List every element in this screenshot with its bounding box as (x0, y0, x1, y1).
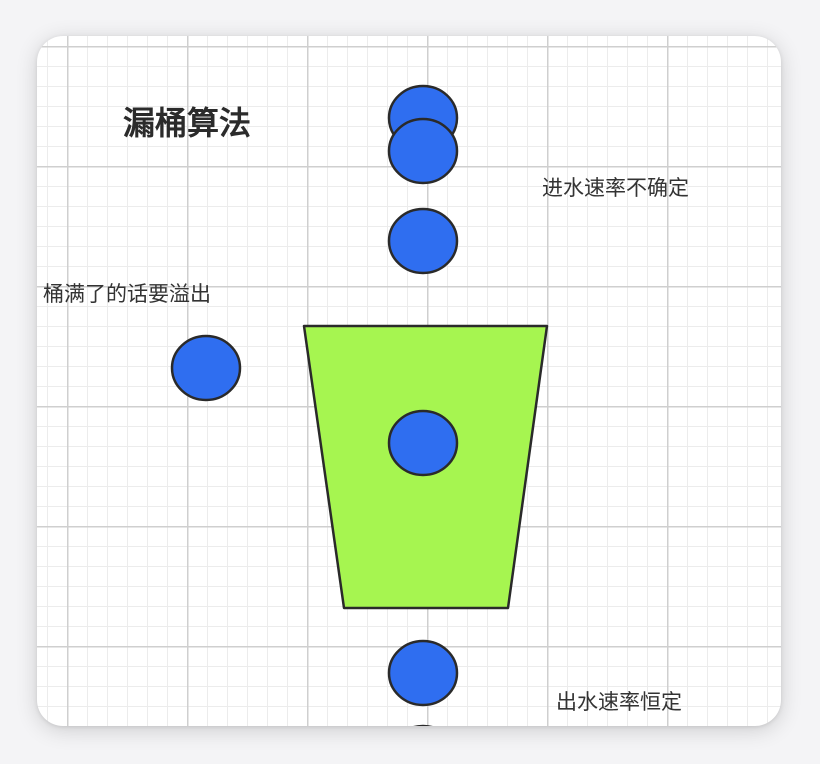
diagram-graphic (170, 84, 549, 726)
outflow-note: 出水速率恒定 (556, 690, 682, 714)
overflow-note: 桶满了的话要溢出 (43, 282, 211, 306)
bucket-drop (387, 409, 459, 477)
inflow-note: 进水速率不确定 (542, 176, 689, 200)
outgoing-drop-1 (387, 639, 459, 707)
overflow-drop (170, 334, 242, 402)
incoming-drop-3 (387, 207, 459, 275)
diagram-title: 漏桶算法 (123, 104, 252, 142)
incoming-drop-2 (387, 117, 459, 185)
diagram-canvas: 漏桶算法 进水速率不确定 桶满了的话要溢出 出水速率恒定 (37, 36, 781, 726)
